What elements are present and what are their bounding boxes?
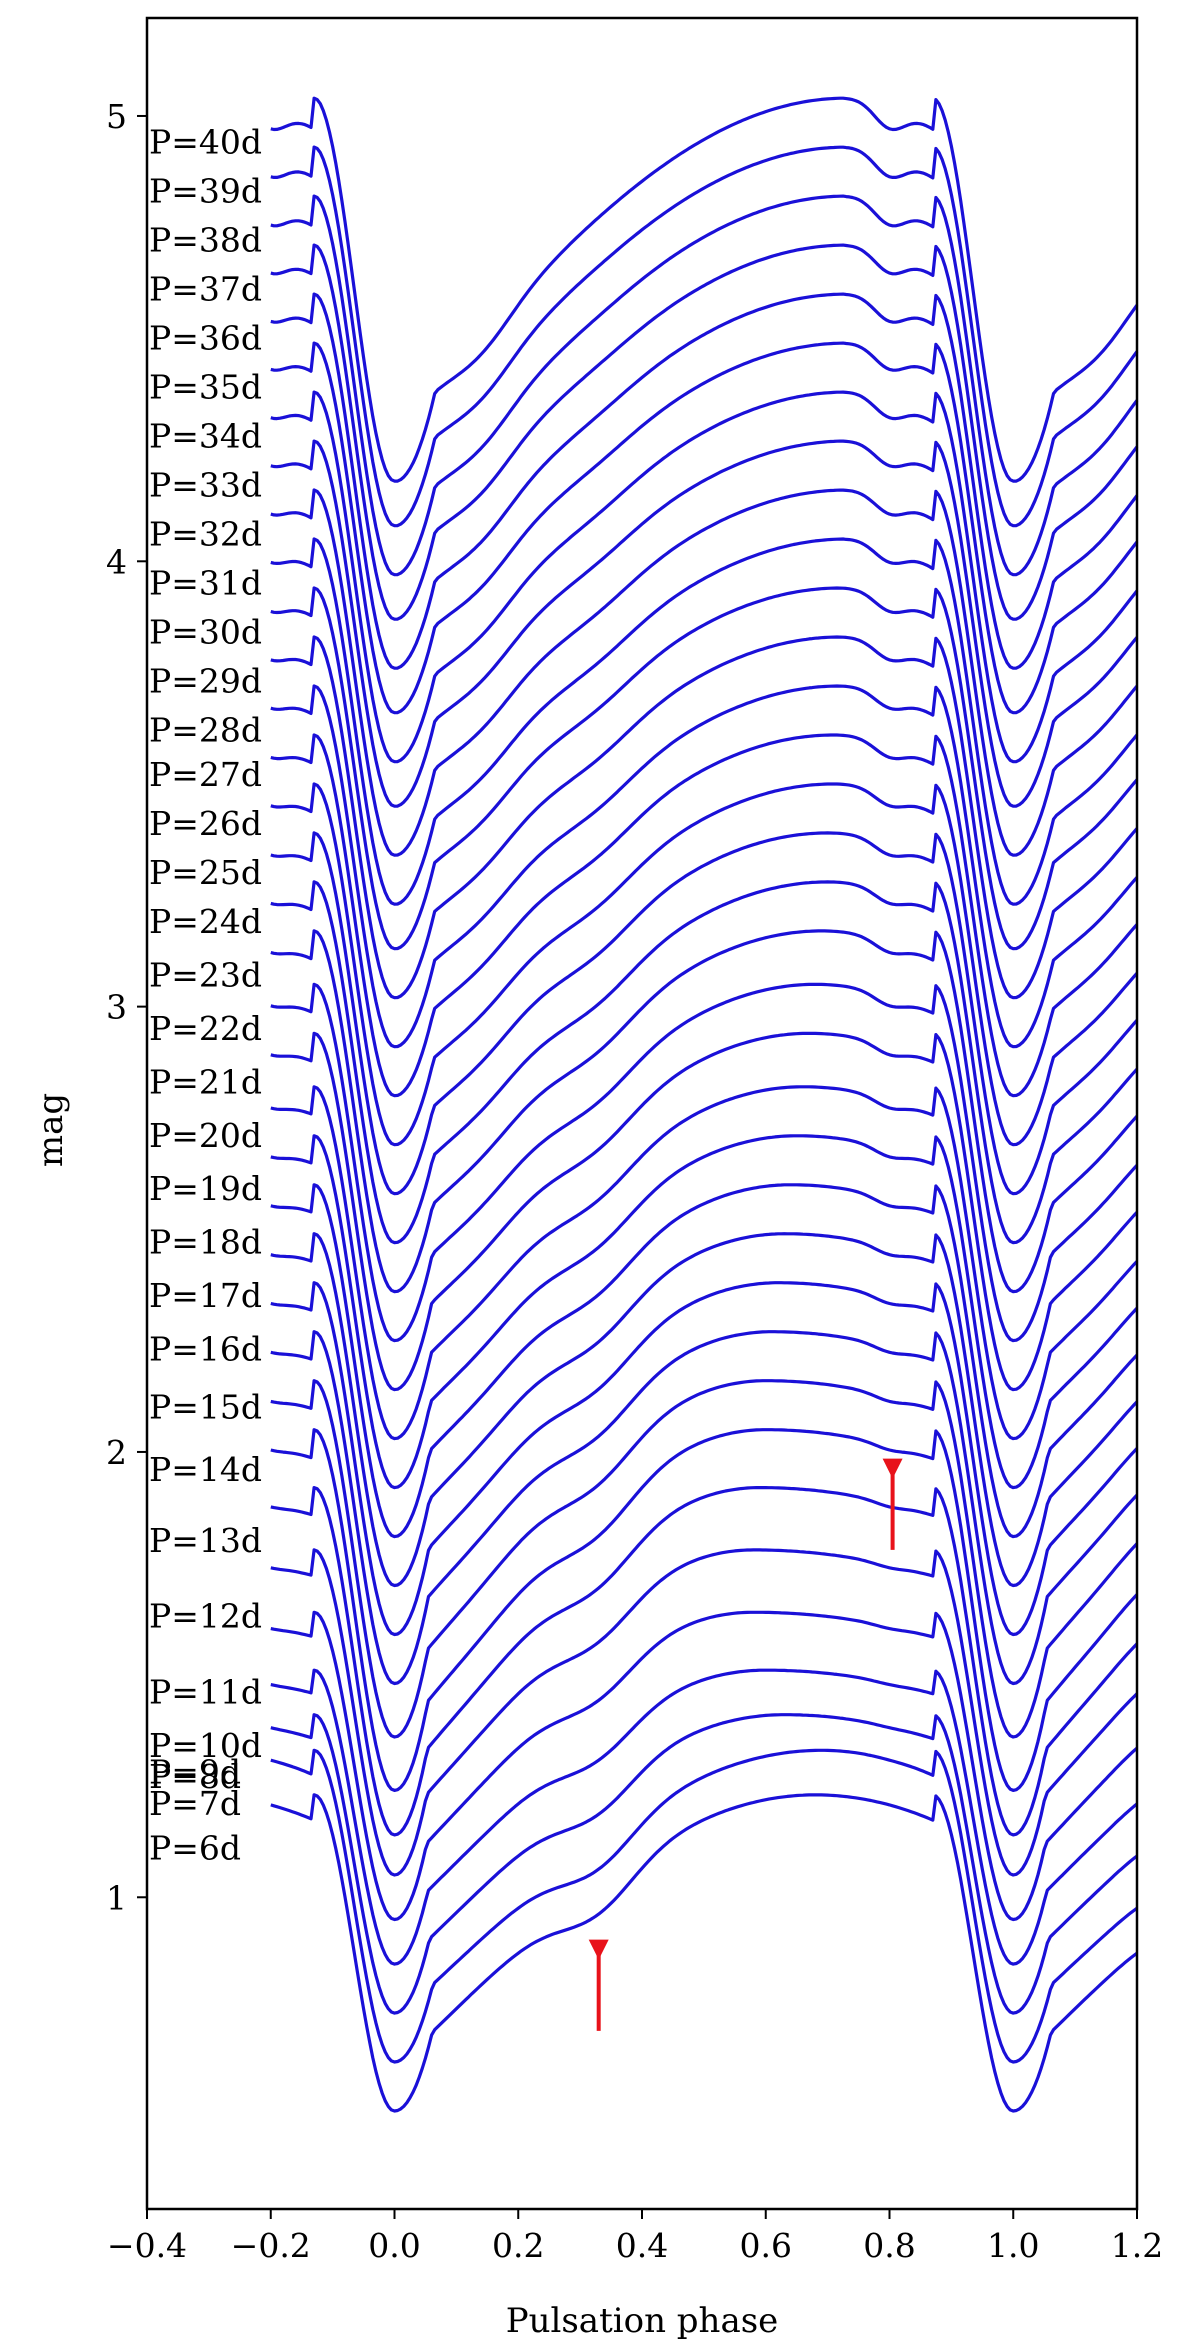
series-line-21d: [270, 1031, 1139, 1392]
x-tick-label: 0.6: [740, 2226, 792, 2265]
series-label-11d: P=11d: [149, 1672, 262, 1711]
series-line-34d: [270, 390, 1139, 764]
red-arrow-1-head: [588, 1939, 609, 1960]
series-label-38d: P=38d: [149, 221, 262, 260]
x-tick-label: 0.4: [616, 2226, 668, 2265]
x-tick-label: −0.4: [107, 2226, 187, 2265]
series-label-35d: P=35d: [149, 368, 262, 407]
series-label-6d: P=6d: [149, 1828, 241, 1867]
series-label-34d: P=34d: [149, 417, 262, 456]
series-line-7d: [270, 1748, 1138, 2064]
arrows-layer: [588, 1458, 903, 2031]
series-label-23d: P=23d: [149, 955, 262, 994]
series-line-20d: [270, 1085, 1139, 1441]
y-tick-label: 2: [106, 1433, 127, 1472]
x-axis: −0.4 −0.2 0.0 0.2 0.4 0.6 0.8 1.0 1.2: [107, 2209, 1163, 2265]
series-label-25d: P=25d: [149, 853, 262, 892]
series-label-30d: P=30d: [149, 613, 262, 652]
series-line-33d: [270, 439, 1139, 808]
series-labels-layer: P=6d P=7dP=8dP=9dP=10d P=11d P=12d P=13d P=14…: [149, 123, 262, 1868]
series-line-26d: [270, 782, 1139, 1147]
series-line-16d: [270, 1281, 1139, 1637]
series-line-10d: [270, 1610, 1139, 1922]
series-label-26d: P=26d: [149, 804, 262, 843]
series-label-19d: P=19d: [149, 1169, 262, 1208]
series-label-28d: P=28d: [149, 711, 262, 750]
series-line-15d: [270, 1330, 1139, 1686]
series-label-33d: P=33d: [149, 466, 262, 505]
series-line-29d: [270, 635, 1139, 1000]
series-line-14d: [270, 1379, 1139, 1739]
series-label-14d: P=14d: [149, 1450, 262, 1489]
series-line-18d: [270, 1183, 1139, 1539]
series-label-12d: P=12d: [149, 1597, 262, 1636]
series-label-36d: P=36d: [149, 319, 262, 358]
series-line-40d: [270, 96, 1139, 483]
x-axis-label: Pulsation phase: [506, 2301, 779, 2341]
x-tick-label: 0.0: [368, 2226, 420, 2265]
x-tick-label: 1.2: [1111, 2226, 1163, 2265]
series-label-32d: P=32d: [149, 515, 262, 554]
y-tick-label: 5: [106, 97, 127, 136]
series-line-36d: [270, 292, 1139, 670]
curves-layer: [270, 96, 1139, 2113]
x-tick-label: −0.2: [231, 2226, 311, 2265]
series-label-7d: P=7d: [149, 1784, 241, 1823]
series-line-39d: [270, 145, 1139, 528]
y-tick-label: 3: [106, 988, 127, 1027]
series-label-24d: P=24d: [149, 902, 262, 941]
series-line-17d: [270, 1232, 1139, 1588]
series-label-29d: P=29d: [149, 662, 262, 701]
series-line-12d: [270, 1486, 1139, 1837]
series-line-22d: [270, 982, 1139, 1343]
y-axis-label: mag: [31, 1093, 71, 1167]
series-line-13d: [270, 1428, 1139, 1792]
series-label-16d: P=16d: [149, 1330, 262, 1369]
series-line-6d: [270, 1793, 1138, 2113]
y-axis: 1 2 3 4 5: [106, 97, 147, 1917]
series-label-21d: P=21d: [149, 1062, 262, 1101]
series-line-38d: [270, 194, 1139, 577]
series-label-18d: P=18d: [149, 1223, 262, 1262]
series-label-10d: P=10d: [149, 1726, 262, 1765]
series-line-28d: [270, 684, 1139, 1049]
series-label-39d: P=39d: [149, 172, 262, 211]
series-label-17d: P=17d: [149, 1276, 262, 1315]
series-line-27d: [270, 733, 1139, 1098]
series-label-20d: P=20d: [149, 1116, 262, 1155]
series-line-11d: [270, 1548, 1139, 1877]
series-line-31d: [270, 537, 1139, 906]
series-line-8d: [270, 1713, 1138, 2015]
series-line-37d: [270, 243, 1139, 621]
series-label-13d: P=13d: [149, 1521, 262, 1560]
series-line-24d: [270, 880, 1139, 1245]
series-line-25d: [270, 831, 1139, 1196]
y-tick-label: 4: [106, 542, 127, 581]
series-label-22d: P=22d: [149, 1009, 262, 1048]
red-arrow-2-head: [882, 1458, 903, 1479]
series-line-32d: [270, 488, 1139, 857]
series-label-15d: P=15d: [149, 1387, 262, 1426]
series-label-40d: P=40d: [149, 123, 262, 162]
series-line-23d: [270, 929, 1139, 1294]
series-label-8d: P=8d: [149, 1757, 241, 1796]
series-line-9d: [270, 1668, 1139, 1966]
x-tick-label: 0.8: [863, 2226, 915, 2265]
x-tick-label: 1.0: [987, 2226, 1039, 2265]
series-line-30d: [270, 586, 1139, 951]
series-label-9d: P=9d: [149, 1753, 241, 1792]
series-label-31d: P=31d: [149, 564, 262, 603]
y-tick-label: 1: [106, 1878, 127, 1917]
series-label-27d: P=27d: [149, 755, 262, 794]
series-label-37d: P=37d: [149, 270, 262, 309]
series-line-35d: [270, 341, 1139, 715]
x-tick-label: 0.2: [492, 2226, 544, 2265]
series-line-19d: [270, 1134, 1139, 1490]
